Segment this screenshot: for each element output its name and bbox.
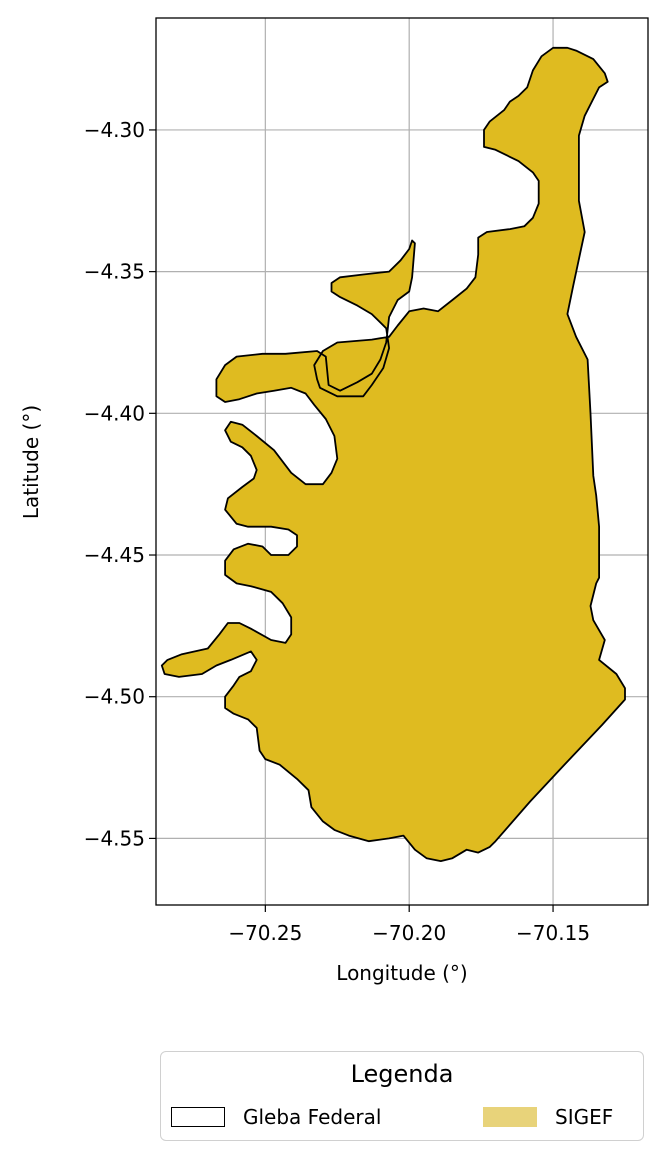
y-tick-label: −4.50: [84, 685, 145, 709]
legend-swatch-fill: [483, 1107, 537, 1127]
x-tick-label: −70.15: [516, 921, 590, 945]
y-tick-label: −4.40: [84, 401, 145, 425]
legend-swatch-outline: [171, 1107, 225, 1127]
legend: Legenda Gleba Federal SIGEF: [160, 1051, 644, 1141]
y-tick-label: −4.45: [84, 543, 145, 567]
sigef-polygon: [160, 46, 626, 862]
legend-entry-sigef: SIGEF: [483, 1105, 613, 1129]
x-axis-ticks: −70.25 −70.20 −70.15: [228, 905, 590, 945]
legend-entry-gleba-federal: Gleba Federal: [171, 1105, 381, 1129]
legend-label: Gleba Federal: [243, 1105, 382, 1129]
plot-frame: [155, 17, 649, 906]
legend-label: SIGEF: [555, 1105, 614, 1129]
y-tick-label: −4.35: [84, 260, 145, 284]
y-axis-ticks: −4.30 −4.35 −4.40 −4.45 −4.50 −4.55: [84, 118, 156, 850]
y-axis-label: Latitude (°): [19, 405, 43, 519]
x-tick-label: −70.25: [228, 921, 302, 945]
y-tick-label: −4.30: [84, 118, 145, 142]
x-tick-label: −70.20: [372, 921, 446, 945]
legend-title: Legenda: [350, 1060, 454, 1088]
y-tick-label: −4.55: [84, 826, 145, 850]
x-axis-label: Longitude (°): [336, 961, 467, 985]
